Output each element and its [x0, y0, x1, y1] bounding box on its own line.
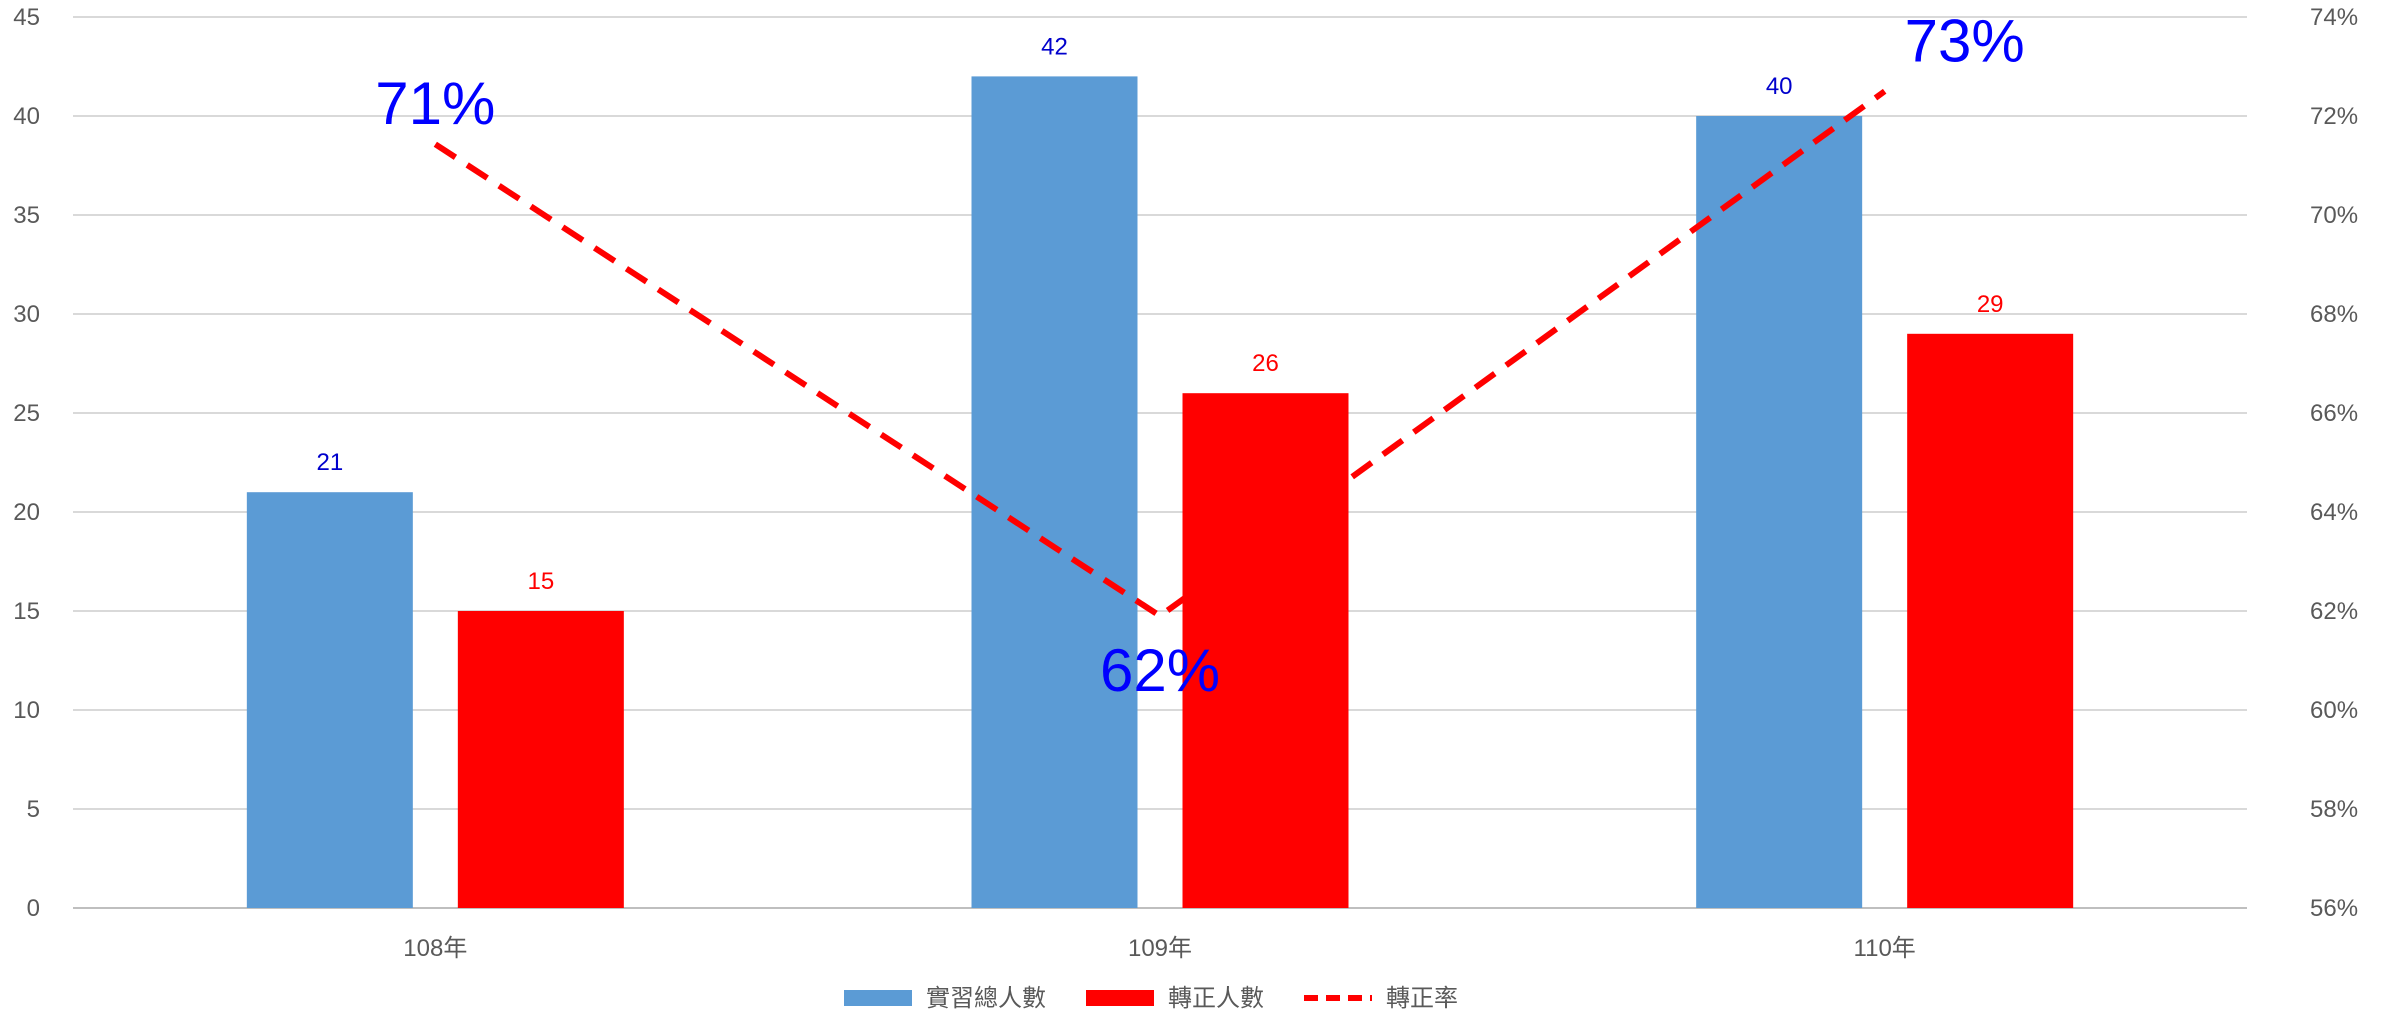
- right-tick-label: 72%: [2310, 103, 2358, 130]
- left-tick-label: 35: [13, 202, 40, 229]
- bar-series: [246, 76, 2074, 908]
- left-tick-label: 15: [13, 598, 40, 625]
- left-tick-label: 10: [13, 697, 40, 724]
- legend-swatch: [844, 990, 912, 1006]
- bar: [246, 492, 413, 908]
- right-tick-label: 74%: [2310, 4, 2358, 31]
- right-tick-label: 58%: [2310, 796, 2358, 823]
- right-tick-label: 66%: [2310, 400, 2358, 427]
- left-axis-ticks: 0 5 10 15 20 25 30 35 40 45: [13, 4, 40, 922]
- rate-value-label: 62%: [1100, 637, 1220, 704]
- gridlines: [73, 16, 2247, 909]
- left-tick-label: 40: [13, 103, 40, 130]
- category-label: 109年: [1128, 935, 1192, 962]
- legend-label: 轉正人數: [1168, 985, 1264, 1012]
- right-tick-label: 68%: [2310, 301, 2358, 328]
- left-tick-label: 30: [13, 301, 40, 328]
- category-axis-labels: 108年 109年 110年: [403, 935, 1915, 962]
- left-tick-label: 25: [13, 400, 40, 427]
- right-tick-label: 64%: [2310, 499, 2358, 526]
- bar-value-label: 29: [1977, 291, 2004, 318]
- right-tick-label: 60%: [2310, 697, 2358, 724]
- left-tick-label: 0: [27, 895, 40, 922]
- category-label: 110年: [1854, 935, 1916, 962]
- rate-line: [433, 88, 1887, 620]
- bar-value-label: 26: [1252, 350, 1279, 377]
- rate-value-label: 73%: [1905, 7, 2025, 74]
- bar-value-label: 40: [1766, 73, 1793, 100]
- right-axis-ticks: 56% 58% 60% 62% 64% 66% 68% 70% 72% 74%: [2310, 4, 2358, 922]
- rate-value-label: 71%: [375, 70, 495, 137]
- legend: 實習總人數 轉正人數 轉正率: [844, 985, 1458, 1012]
- bar-value-label: 15: [527, 568, 554, 595]
- legend-swatch: [1086, 990, 1154, 1006]
- bar: [1182, 393, 1349, 908]
- rate-data-labels: 71% 62% 73%: [375, 7, 2024, 704]
- rate-line-series: [433, 88, 1887, 620]
- bar: [457, 611, 624, 908]
- left-tick-label: 45: [13, 4, 40, 31]
- left-tick-label: 5: [27, 796, 40, 823]
- bar-value-label: 21: [316, 449, 343, 476]
- bar: [1696, 116, 1863, 908]
- category-label: 108年: [403, 935, 467, 962]
- bar: [1907, 333, 2074, 908]
- bar-value-label: 42: [1041, 33, 1068, 60]
- legend-label: 轉正率: [1386, 985, 1458, 1012]
- legend-label: 實習總人數: [926, 985, 1046, 1012]
- right-tick-label: 70%: [2310, 202, 2358, 229]
- right-tick-label: 56%: [2310, 895, 2358, 922]
- left-tick-label: 20: [13, 499, 40, 526]
- right-tick-label: 62%: [2310, 598, 2358, 625]
- bar-data-labels: 21 15 42 26 40 29: [316, 33, 2003, 595]
- bar: [971, 76, 1138, 908]
